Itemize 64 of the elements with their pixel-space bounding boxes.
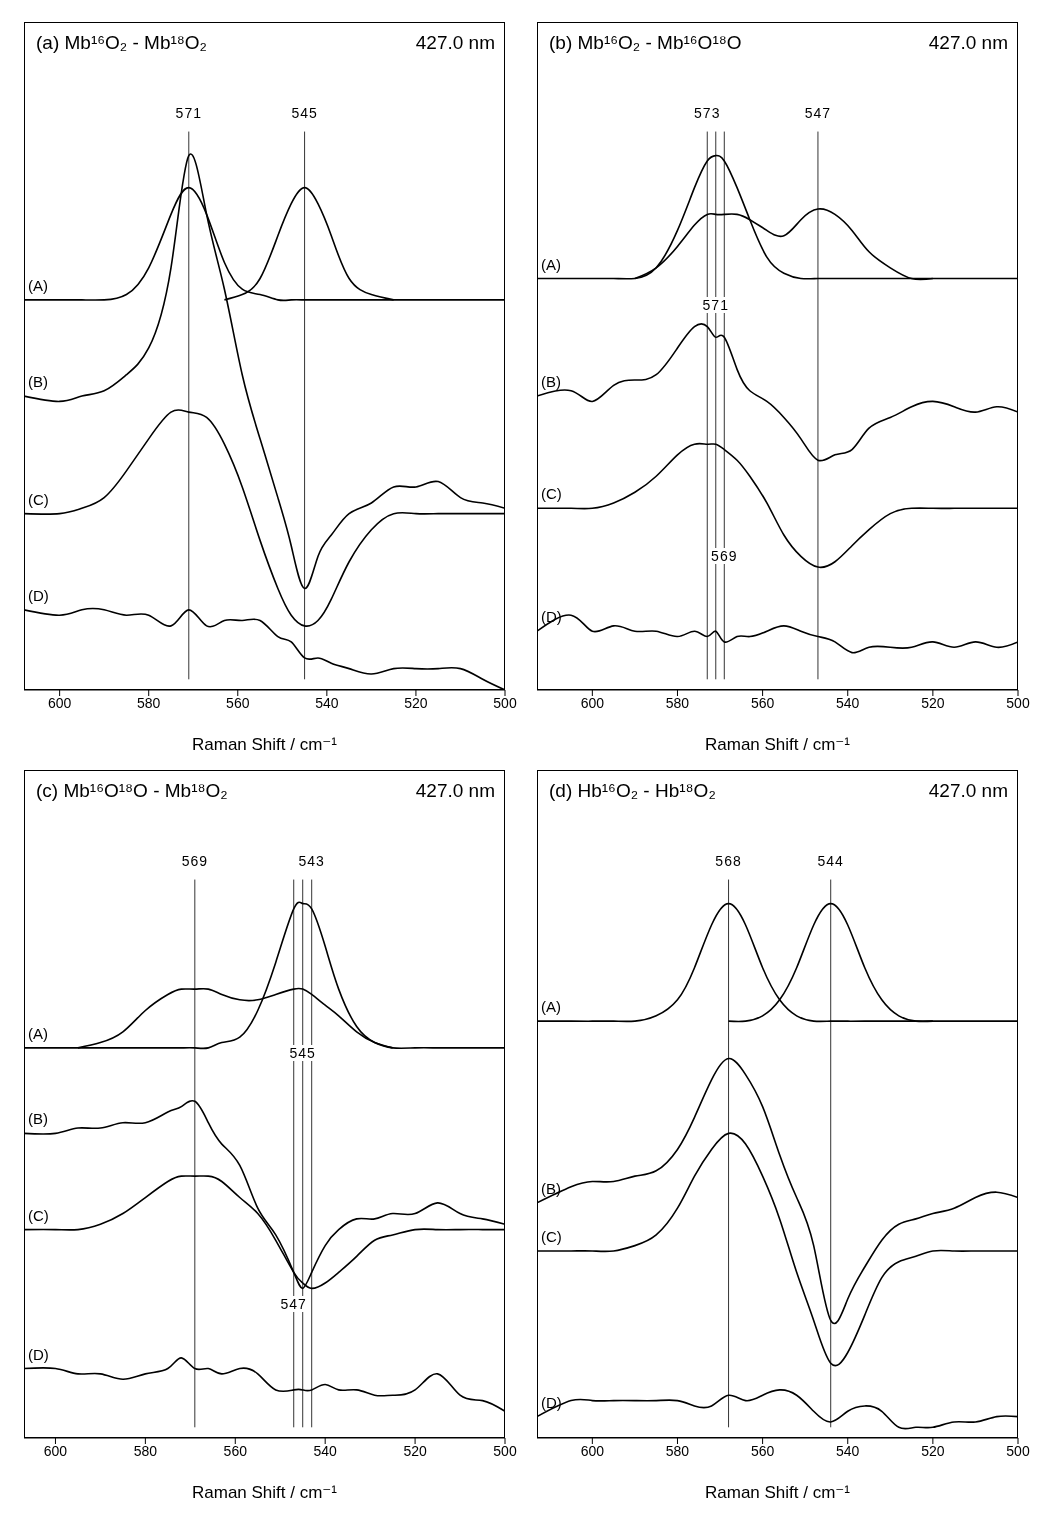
x-tick-label: 520 bbox=[403, 1442, 427, 1459]
ref-line-label: 569 bbox=[181, 852, 208, 869]
series-label: (D) bbox=[541, 608, 562, 626]
chart-title: (a) Mb¹⁶O₂ - Mb¹⁸O₂ bbox=[36, 32, 207, 54]
ref-line-label: 545 bbox=[291, 104, 318, 121]
series-label: (C) bbox=[541, 485, 562, 503]
series-label: (A) bbox=[541, 255, 561, 273]
ref-line-label: 571 bbox=[175, 104, 202, 121]
x-tick-label: 500 bbox=[1006, 1442, 1030, 1459]
series-label: (B) bbox=[28, 373, 48, 391]
x-tick-label: 520 bbox=[921, 694, 945, 711]
series-label: (D) bbox=[28, 1345, 49, 1363]
series-label: (B) bbox=[541, 1179, 561, 1197]
chart-title: (d) Hb¹⁶O₂ - Hb¹⁸O₂ bbox=[549, 780, 716, 802]
series-label: (A) bbox=[28, 276, 48, 294]
ref-line-label: 568 bbox=[715, 852, 742, 869]
x-tick-label: 520 bbox=[404, 694, 428, 711]
ref-line-label: 569 bbox=[711, 548, 738, 565]
series-label: (C) bbox=[28, 490, 49, 508]
ref-line-label: 573 bbox=[694, 104, 721, 121]
chart-title: (c) Mb¹⁶O¹⁸O - Mb¹⁸O₂ bbox=[36, 780, 228, 802]
x-tick-label: 540 bbox=[313, 1442, 338, 1459]
ref-line-label: 545 bbox=[289, 1045, 316, 1062]
ref-line-label: 544 bbox=[817, 852, 844, 869]
x-tick-label: 560 bbox=[223, 1442, 248, 1459]
x-tick-label: 580 bbox=[665, 694, 690, 711]
x-axis-title: Raman Shift / cm⁻¹ bbox=[191, 1483, 338, 1502]
text: 427.0 nm bbox=[415, 780, 495, 802]
chart-title: (b) Mb¹⁶O₂ - Mb¹⁶O¹⁸O bbox=[549, 32, 742, 54]
x-tick-label: 560 bbox=[750, 694, 775, 711]
x-axis-title: Raman Shift / cm⁻¹ bbox=[704, 1483, 851, 1502]
ref-line-label: 547 bbox=[804, 104, 832, 121]
text: 427.0 nm bbox=[928, 780, 1008, 802]
x-tick-label: 600 bbox=[580, 1442, 605, 1459]
x-tick-label: 540 bbox=[836, 694, 860, 711]
x-tick-label: 580 bbox=[665, 1442, 690, 1459]
series-label: (C) bbox=[28, 1206, 49, 1224]
x-axis-title: Raman Shift / cm⁻¹ bbox=[704, 735, 851, 754]
series-label: (A) bbox=[28, 1024, 48, 1042]
ref-line-label: 547 bbox=[280, 1296, 307, 1313]
text: 427.0 nm bbox=[928, 32, 1008, 54]
x-tick-label: 540 bbox=[315, 694, 339, 711]
series-label: (D) bbox=[28, 586, 49, 604]
series-label: (D) bbox=[541, 1393, 562, 1411]
series-label: (B) bbox=[28, 1110, 48, 1128]
x-tick-label: 500 bbox=[493, 694, 517, 711]
series-label: (B) bbox=[541, 373, 561, 391]
x-tick-label: 600 bbox=[47, 694, 72, 711]
x-tick-label: 560 bbox=[750, 1442, 775, 1459]
ref-line-label: 571 bbox=[702, 297, 729, 314]
ref-line-label: 543 bbox=[298, 852, 325, 869]
x-tick-label: 560 bbox=[226, 694, 250, 711]
series-label: (C) bbox=[541, 1227, 562, 1245]
x-axis-title: Raman Shift / cm⁻¹ bbox=[191, 735, 338, 754]
x-tick-label: 600 bbox=[580, 694, 605, 711]
x-tick-label: 580 bbox=[133, 1442, 158, 1459]
x-tick-label: 600 bbox=[43, 1442, 68, 1459]
x-tick-label: 540 bbox=[836, 1442, 860, 1459]
text: 427.0 nm bbox=[415, 32, 495, 54]
series-label: (A) bbox=[541, 998, 561, 1016]
x-tick-label: 500 bbox=[1006, 694, 1030, 711]
x-tick-label: 520 bbox=[921, 1442, 945, 1459]
x-tick-label: 500 bbox=[493, 1442, 517, 1459]
x-tick-label: 580 bbox=[137, 694, 161, 711]
